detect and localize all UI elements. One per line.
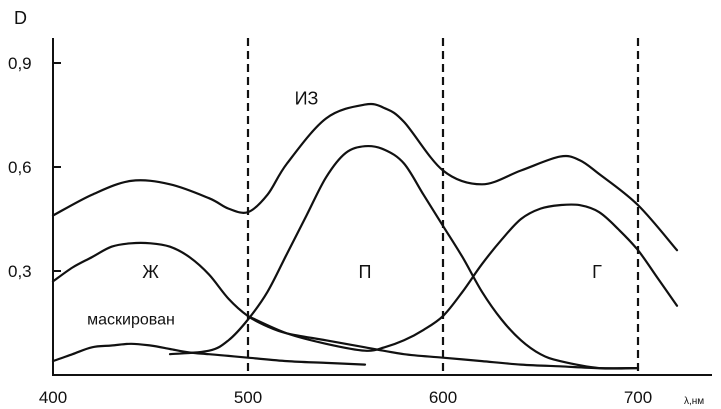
x-tick-label: 700 <box>624 388 652 407</box>
curve-label-4: маскирован <box>87 312 175 329</box>
curve-0 <box>51 102 679 252</box>
curve-label-3: Г <box>592 262 602 282</box>
x-axis-title: λ,нм <box>684 396 704 407</box>
x-tick-label: 400 <box>39 388 67 407</box>
curve-3 <box>246 203 679 352</box>
x-tick-label: 600 <box>429 388 457 407</box>
y-axis-title: D <box>14 8 27 28</box>
curve-label-0: ИЗ <box>295 89 319 109</box>
curve-label-1: Ж <box>142 262 159 282</box>
curve-2 <box>168 144 640 370</box>
y-tick-label: 0,9 <box>8 54 32 73</box>
x-tick-label: 500 <box>234 388 262 407</box>
curve-1 <box>51 241 640 370</box>
curve-4 <box>51 342 367 366</box>
axes: 0,3 0,6 0,9 400 500 600 700 <box>8 38 712 407</box>
curve-label-2: П <box>359 262 372 282</box>
y-tick-label: 0,6 <box>8 158 32 177</box>
y-tick-label: 0,3 <box>8 262 32 281</box>
curves <box>51 102 679 370</box>
